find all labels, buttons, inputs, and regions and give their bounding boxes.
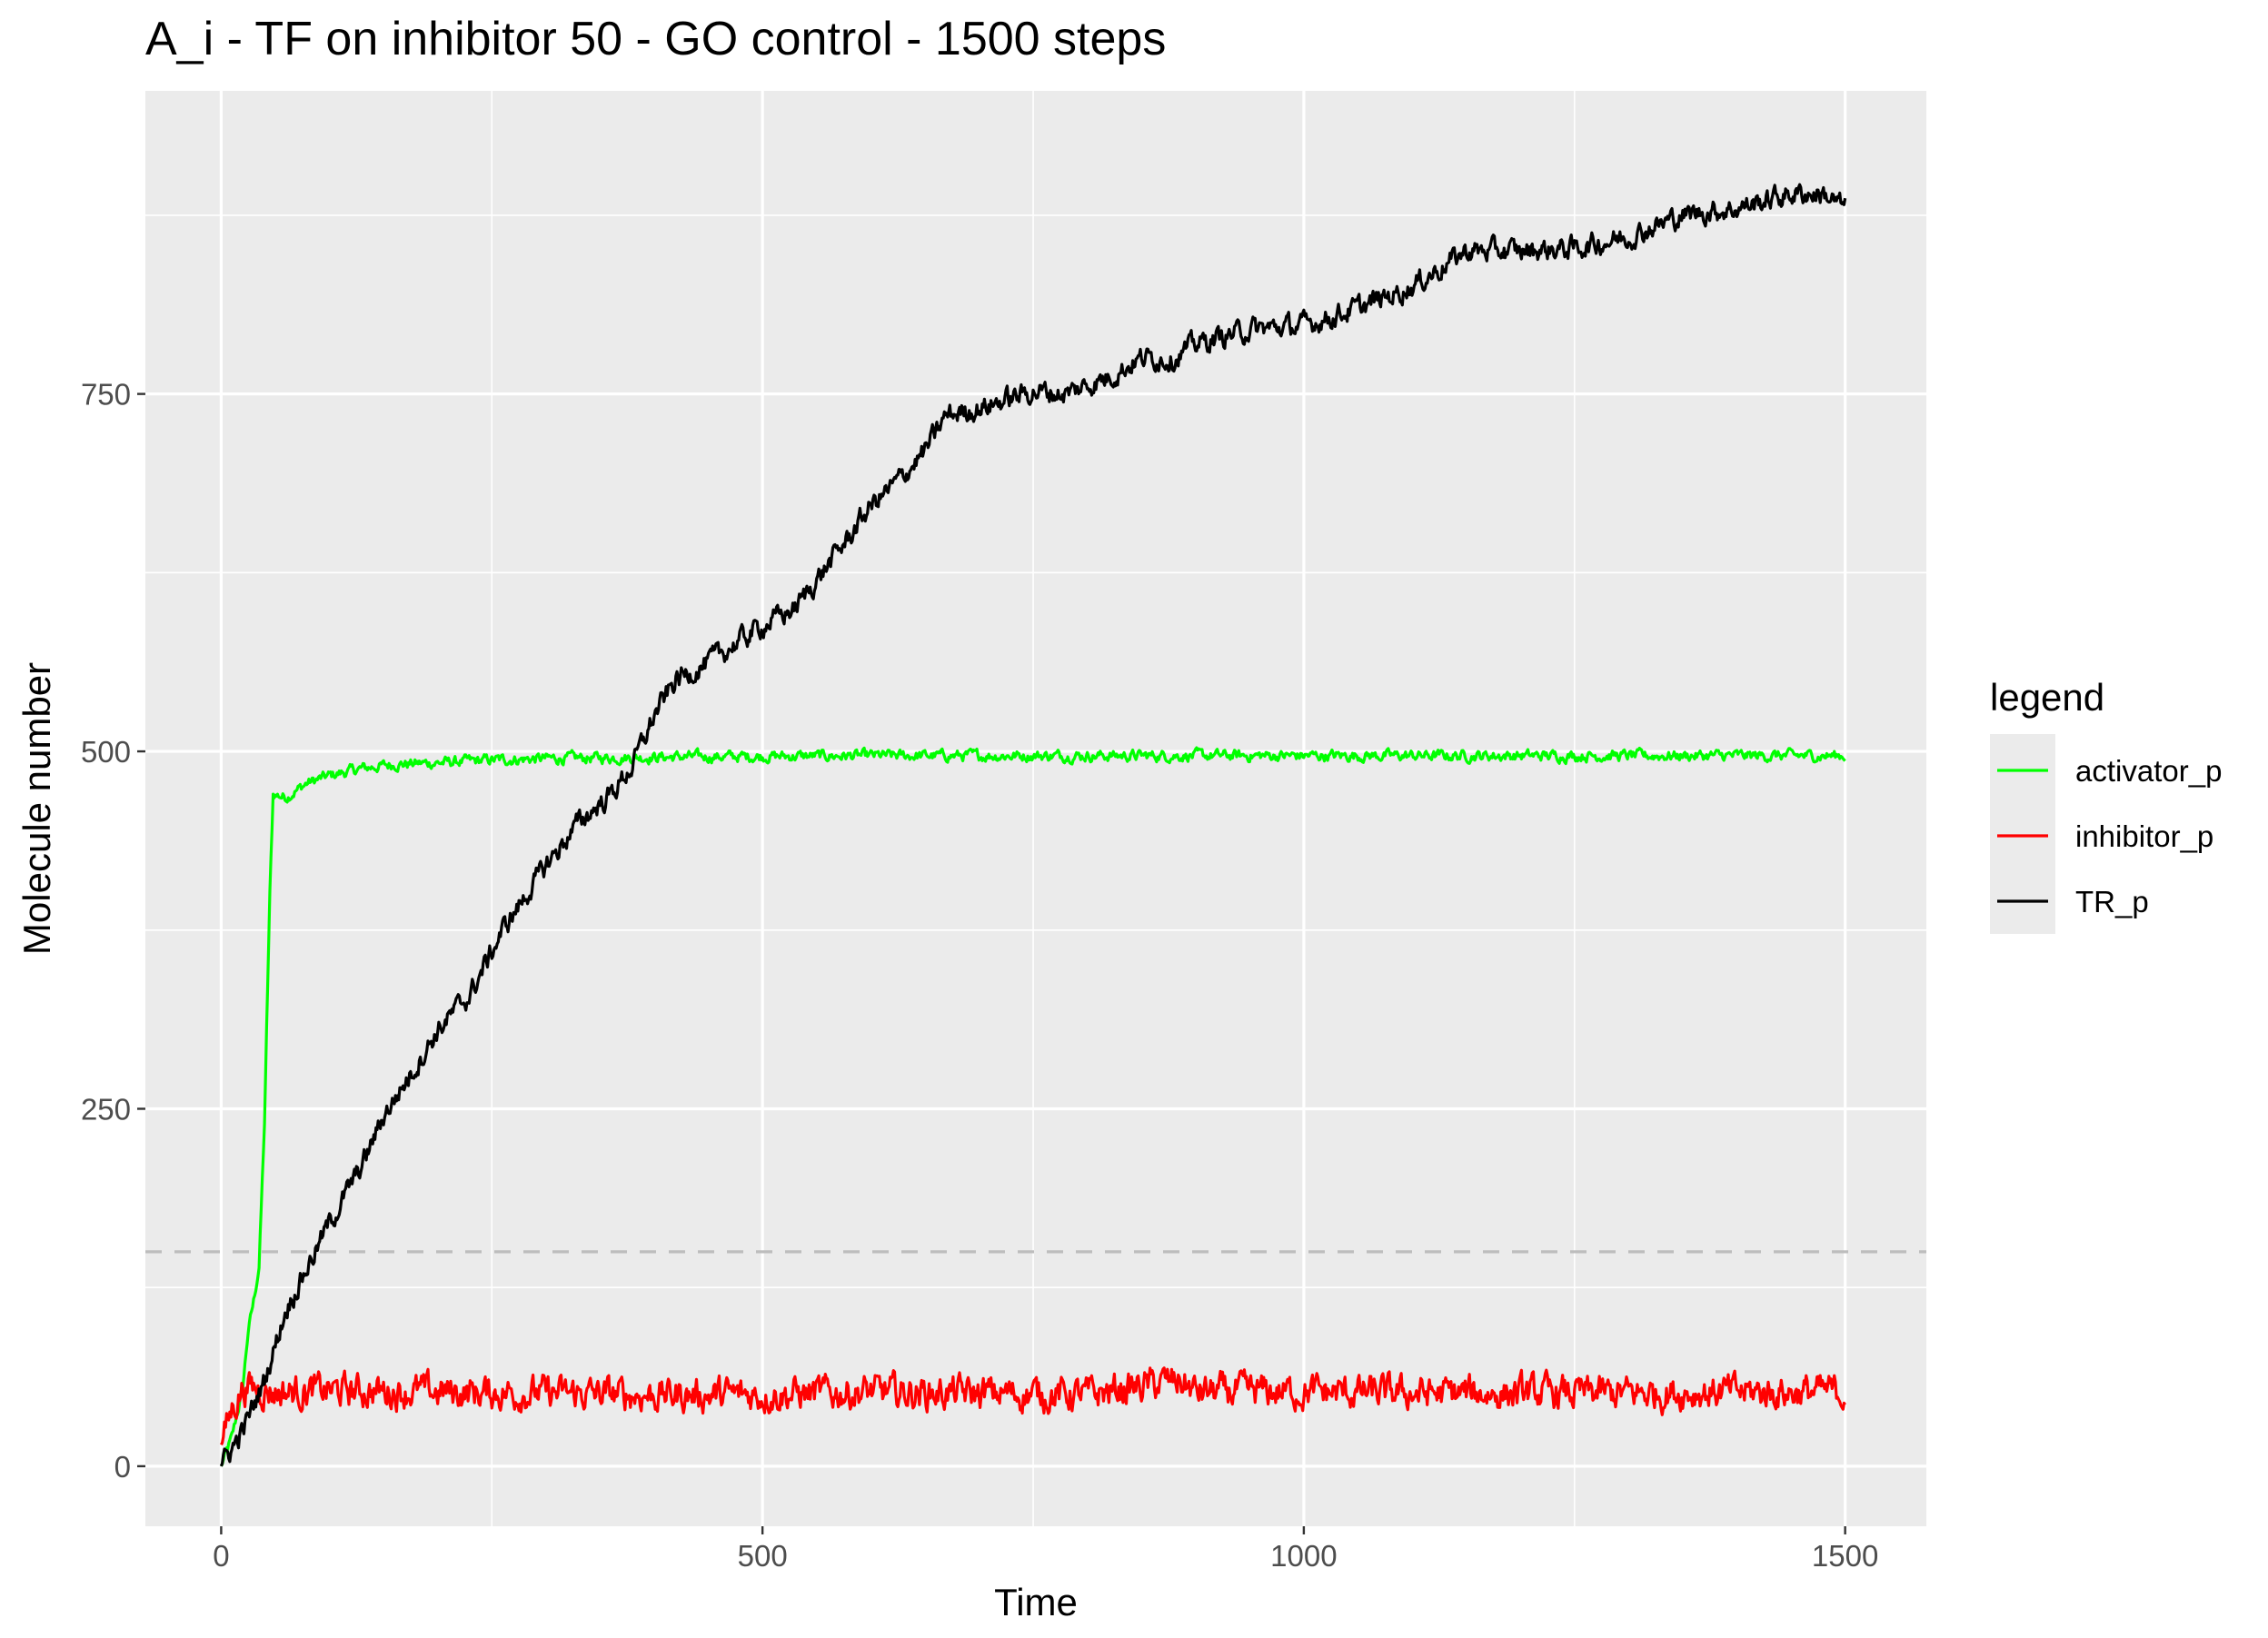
legend-label-activator-p: activator_p [2075,754,2222,788]
y-tick-label: 500 [81,735,131,769]
x-tick-label: 500 [738,1539,788,1573]
minor-gridlines [145,91,1926,1526]
x-axis-ticks: 0 500 1000 1500 [213,1526,1878,1573]
x-axis-title: Time [994,1581,1078,1623]
legend-label-TR-p: TR_p [2075,885,2149,918]
y-axis-ticks: 0 250 500 750 [81,378,145,1484]
y-axis-title: Molecule number [15,662,58,955]
legend: legend activator_p inhibitor_p TR_p [1990,676,2222,934]
series-line-inhibitor-p [220,1366,1846,1446]
y-tick-label: 750 [81,378,131,412]
legend-items: activator_p inhibitor_p TR_p [1997,754,2222,918]
plot-panel [145,91,1926,1526]
series-lines [219,183,1847,1467]
legend-title: legend [1990,676,2104,719]
x-tick-label: 0 [213,1539,229,1573]
series-line-activator-p [219,746,1846,1467]
series-line-TR-p [219,183,1847,1467]
y-tick-label: 0 [114,1450,131,1484]
legend-key-background [1990,734,2055,934]
x-tick-label: 1000 [1270,1539,1337,1573]
y-tick-label: 250 [81,1092,131,1126]
chart-title: A_i - TF on inhibitor 50 - GO control - … [145,13,1166,65]
legend-label-inhibitor-p: inhibitor_p [2075,819,2213,853]
x-tick-label: 1500 [1812,1539,1878,1573]
